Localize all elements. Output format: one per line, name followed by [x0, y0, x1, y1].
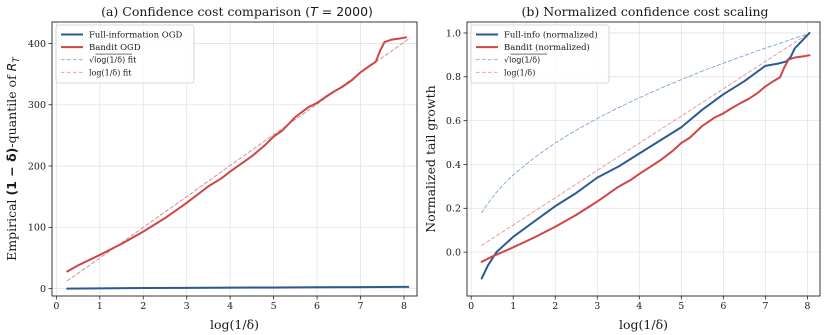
x-tick-label: 6 — [314, 301, 320, 312]
y-axis-label: Empirical (1 − δ)-quantile of RT — [4, 56, 22, 261]
legend-label-1: Bandit OGD — [89, 43, 141, 53]
legend-label-0: Full-information OGD — [89, 31, 183, 41]
series-line-3 — [481, 32, 810, 246]
legend-label-1: Bandit (normalized) — [504, 42, 590, 53]
legend-label-2: √log(1/δ) — [504, 56, 540, 65]
x-tick-label: 0 — [468, 301, 474, 312]
x-tick-label: 8 — [804, 301, 810, 312]
x-tick-label: 8 — [401, 301, 407, 312]
x-tick-label: 0 — [53, 301, 59, 312]
legend-label-3: log(1/δ) — [504, 68, 535, 77]
x-tick-label: 4 — [636, 301, 642, 312]
y-tick-label: 0.8 — [446, 72, 461, 83]
series-line-0 — [480, 31, 811, 280]
y-tick-label: 200 — [28, 161, 46, 172]
legend-label-2: √log(1/δ) fit — [89, 56, 137, 65]
x-tick-label: 5 — [678, 301, 684, 312]
y-tick-label: 0.2 — [446, 204, 461, 215]
y-tick-label: 400 — [28, 39, 46, 50]
chart-panel-a: 0 1 2 3 4 5 6 7 8 0 100 200 300 400 log(1/δ) Empirical … — [4, 4, 418, 332]
y-axis-label: Normalized tail growth — [423, 85, 438, 232]
chart-title: (a) Confidence cost comparison (T = 2000… — [101, 4, 373, 19]
series-line-1 — [66, 36, 408, 273]
y-tick-label: 0.6 — [446, 116, 461, 127]
x-tick-label: 7 — [762, 301, 768, 312]
y-tick-label: 0.0 — [446, 247, 461, 258]
series-line-3 — [66, 38, 409, 282]
x-axis-label: log(1/δ) — [210, 317, 259, 332]
chart-title: (b) Normalized confidence cost scaling — [521, 4, 768, 19]
x-tick-label: 2 — [552, 301, 558, 312]
y-tick-label: 0 — [40, 284, 46, 295]
series-line-1 — [480, 54, 811, 263]
x-tick-label: 4 — [227, 301, 233, 312]
axes-frame — [51, 21, 418, 297]
x-tick-label: 1 — [510, 301, 516, 312]
y-tick-label: 0.4 — [446, 160, 461, 171]
y-tick-label: 100 — [28, 223, 46, 234]
x-axis-label: log(1/δ) — [619, 317, 668, 332]
chart-panel-b: 0 1 2 3 4 5 6 7 8 0.0 0.2 0.4 0.6 0.8 1.0 log(1/δ) Norma… — [423, 4, 821, 332]
x-tick-label: 2 — [140, 301, 146, 312]
series-line-0 — [66, 285, 410, 290]
legend-label-0: Full-info (normalized) — [504, 30, 598, 41]
x-tick-label: 6 — [720, 301, 726, 312]
x-tick-label: 3 — [184, 301, 190, 312]
x-tick-label: 1 — [97, 301, 103, 312]
series-line-2 — [481, 32, 810, 214]
legend: Full-info (normalized)Bandit (normalized… — [470, 24, 610, 84]
x-tick-label: 5 — [271, 301, 277, 312]
y-tick-label: 300 — [28, 100, 46, 111]
y-tick-label: 1.0 — [446, 28, 461, 39]
axes-frame — [466, 21, 821, 297]
legend: Full-information OGD Bandit OGD √log(1/δ) … — [55, 24, 195, 84]
grid — [52, 22, 417, 296]
legend-label-3: log(1/δ) fit — [89, 68, 132, 77]
x-tick-label: 3 — [594, 301, 600, 312]
x-tick-label: 7 — [357, 301, 363, 312]
